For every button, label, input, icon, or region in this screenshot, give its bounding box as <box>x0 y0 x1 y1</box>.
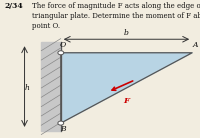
Text: 2/34: 2/34 <box>4 2 23 10</box>
Circle shape <box>58 121 64 125</box>
Text: O: O <box>60 41 66 49</box>
Text: h: h <box>25 84 30 92</box>
Text: F: F <box>123 97 129 105</box>
Text: point O.: point O. <box>32 22 61 30</box>
Text: B: B <box>60 125 65 133</box>
Text: A: A <box>193 41 198 49</box>
Circle shape <box>58 51 64 55</box>
Text: The force of magnitude F acts along the edge of the: The force of magnitude F acts along the … <box>32 2 200 10</box>
Polygon shape <box>61 53 192 123</box>
Polygon shape <box>41 42 61 131</box>
Text: triangular plate. Determine the moment of F about: triangular plate. Determine the moment o… <box>32 12 200 20</box>
Text: b: b <box>124 29 129 37</box>
